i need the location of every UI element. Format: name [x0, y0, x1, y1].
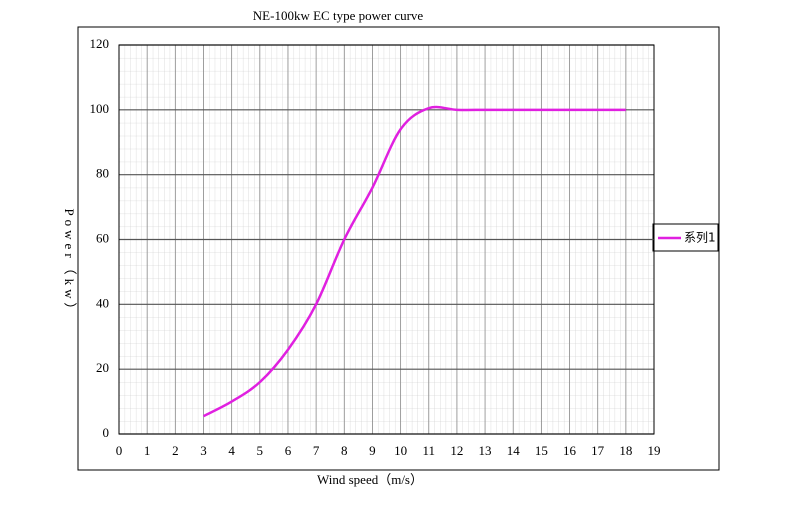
x-tick-label: 2 — [172, 443, 179, 458]
x-tick-label: 9 — [369, 443, 376, 458]
x-tick-label: 13 — [479, 443, 492, 458]
x-tick-label: 4 — [228, 443, 235, 458]
y-tick-label: 80 — [96, 166, 109, 181]
x-tick-label: 7 — [313, 443, 320, 458]
series-line — [202, 105, 626, 418]
x-tick-label: 8 — [341, 443, 348, 458]
x-tick-label: 16 — [563, 443, 577, 458]
x-axis-label: Wind speed（m/s） — [317, 472, 423, 487]
x-tick-label: 10 — [394, 443, 407, 458]
chart-title: NE-100kw EC type power curve — [253, 8, 424, 23]
x-tick-label: 11 — [422, 443, 435, 458]
y-tick-label: 100 — [90, 101, 110, 116]
x-tick-label: 3 — [200, 443, 207, 458]
plot-border — [118, 44, 655, 435]
x-tick-label: 19 — [648, 443, 661, 458]
legend: 系列1 — [652, 223, 719, 252]
y-tick-label: 120 — [90, 36, 110, 51]
x-tick-label: 12 — [450, 443, 463, 458]
x-tick-label: 18 — [619, 443, 632, 458]
x-tick-label: 6 — [285, 443, 292, 458]
y-tick-label: 0 — [103, 425, 110, 440]
y-tick-label: 60 — [96, 230, 109, 245]
y-tick-label: 20 — [96, 360, 109, 375]
x-tick-label: 17 — [591, 443, 605, 458]
x-tick-label: 5 — [257, 443, 264, 458]
x-tick-label: 15 — [535, 443, 548, 458]
x-tick-label: 14 — [507, 443, 521, 458]
x-tick-label: 1 — [144, 443, 151, 458]
y-tick-label: 40 — [96, 295, 109, 310]
legend-label: 系列1 — [684, 231, 716, 245]
x-tick-label: 0 — [116, 443, 123, 458]
chart-border — [77, 26, 720, 471]
y-axis-label: Power（kw） — [62, 208, 77, 319]
